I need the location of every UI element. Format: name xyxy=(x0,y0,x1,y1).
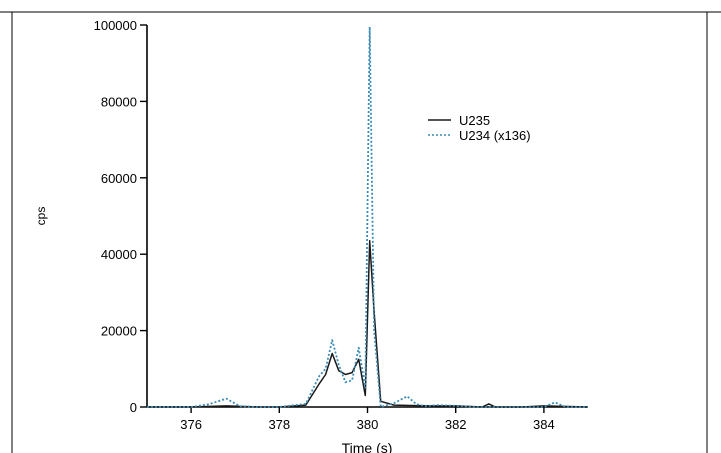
legend-label-u234: U234 (x136) xyxy=(459,128,531,143)
x-axis-label: Time (s) xyxy=(342,440,393,453)
y-tick-label: 80000 xyxy=(101,94,137,109)
x-ticks: 376 378 380 382 384 xyxy=(180,407,555,432)
y-axis-label: cps xyxy=(34,207,48,226)
y-tick-label: 100000 xyxy=(94,18,137,33)
x-tick-label: 382 xyxy=(445,417,467,432)
x-tick-label: 378 xyxy=(268,417,290,432)
legend: U235 U234 (x136) xyxy=(428,113,531,143)
y-tick-label: 60000 xyxy=(101,171,137,186)
series-layer xyxy=(147,25,589,408)
y-tick-label: 0 xyxy=(130,400,137,415)
x-tick-label: 376 xyxy=(180,417,202,432)
y-tick-label: 40000 xyxy=(101,247,137,262)
x-tick-label: 380 xyxy=(357,417,379,432)
series-line-u235 xyxy=(147,240,589,408)
y-ticks: 0 20000 40000 60000 80000 100000 xyxy=(94,18,147,415)
legend-label-u235: U235 xyxy=(459,113,490,128)
series-line-u234 xyxy=(147,25,588,408)
y-tick-label: 20000 xyxy=(101,324,137,339)
x-tick-label: 384 xyxy=(533,417,555,432)
